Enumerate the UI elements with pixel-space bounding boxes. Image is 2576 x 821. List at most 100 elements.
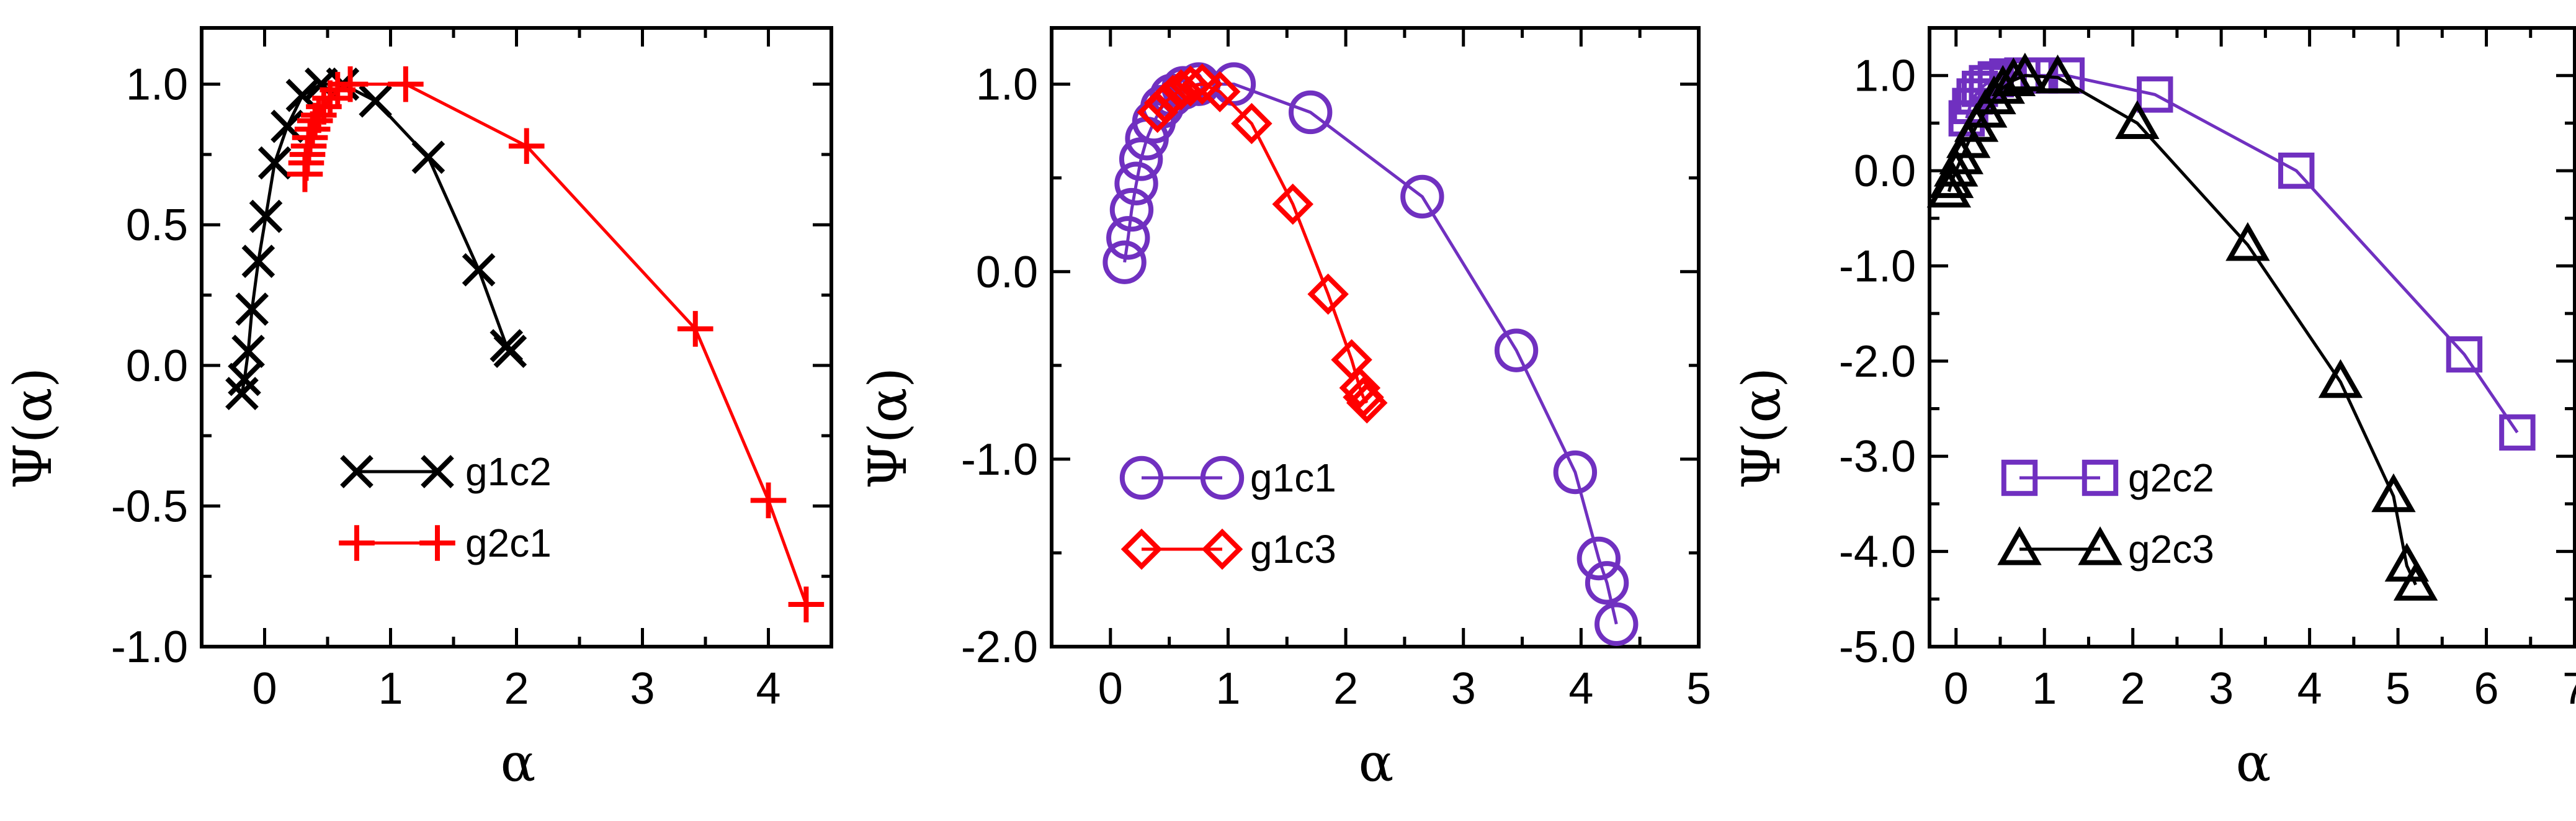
panel-right: α Ψ(α) 0 1 2 3 4 5 6 7 -5.0 -4.0 -3.0 -2.0 -1.0 0.0 1.… — [1731, 26, 2576, 793]
data-point — [1553, 450, 1598, 495]
legend-marker — [1201, 528, 1243, 570]
data-point — [2371, 473, 2416, 513]
y-tick-label: -0.5 — [111, 482, 188, 531]
data-point — [292, 119, 328, 156]
data-point — [493, 334, 527, 368]
legend-marker — [340, 455, 373, 488]
data-point — [2278, 152, 2315, 189]
legend-marker — [421, 455, 454, 488]
x-tick-label: 3 — [1451, 664, 1476, 714]
x-axis-label: α — [501, 732, 536, 793]
legend-label: g1c1 — [1250, 455, 1336, 500]
data-point — [388, 66, 424, 102]
data-point — [462, 253, 496, 287]
y-tick-label: 1.0 — [976, 60, 1038, 110]
legend-label: g2c2 — [2128, 455, 2214, 500]
legend-label: g2c3 — [2128, 527, 2214, 572]
x-tick-label: 5 — [2386, 664, 2410, 714]
y-tick-label: -2.0 — [1839, 337, 1916, 387]
data-point — [1272, 183, 1314, 225]
data-point — [1106, 216, 1150, 260]
y-tick-label: 0.5 — [126, 200, 188, 250]
y-tick-label: -1.0 — [111, 622, 188, 672]
y-tick-label: -4.0 — [1839, 527, 1916, 577]
data-point — [1199, 71, 1241, 112]
data-point — [1576, 536, 1621, 581]
data-point — [1109, 187, 1154, 232]
y-axis-label: Ψ(α) — [2, 367, 63, 489]
data-point — [1594, 602, 1639, 646]
x-axis-label: α — [2236, 732, 2271, 793]
panel-middle: α Ψ(α) 0 1 2 3 4 5 -2.0 -1.0 0.0 1.0 g1c1 g1c3 — [857, 26, 1711, 793]
series-g2c3 — [1926, 52, 2438, 601]
series-g1c1 — [1102, 62, 1639, 646]
series-line — [303, 83, 808, 605]
legend-marker — [1997, 526, 2042, 565]
legend-entry-g2c1: g2c1 — [339, 521, 552, 565]
x-tick-label: 4 — [756, 664, 780, 714]
y-tick-label: -5.0 — [1839, 622, 1916, 672]
legend-marker — [1119, 455, 1164, 500]
data-point — [228, 362, 261, 397]
data-point — [249, 199, 283, 233]
y-tick-label: 0.0 — [1854, 146, 1916, 196]
data-point — [231, 334, 265, 368]
x-tick-label: 3 — [630, 664, 655, 714]
data-point — [2318, 359, 2363, 398]
data-point — [1339, 367, 1381, 409]
data-point — [1212, 62, 1256, 106]
legend-entry-g2c3: g2c3 — [1997, 526, 2214, 572]
series-g1c3 — [1137, 63, 1388, 424]
series-line — [240, 83, 512, 394]
data-point — [2499, 414, 2536, 451]
series-line — [1947, 74, 2417, 586]
x-tick-label: 6 — [2474, 664, 2499, 714]
x-tick-label: 1 — [2032, 664, 2057, 714]
x-tick-label: 0 — [1098, 664, 1123, 714]
data-point — [1991, 57, 2036, 96]
series-line — [1965, 74, 2519, 434]
data-point — [312, 80, 348, 117]
series-g2c2 — [1948, 57, 2536, 451]
legend-marker — [2082, 459, 2119, 496]
y-axis-label: Ψ(α) — [857, 367, 918, 489]
data-point — [2446, 336, 2483, 373]
legend-label: g1c2 — [465, 449, 552, 494]
legend-entry-g1c2: g1c2 — [340, 449, 552, 494]
x-tick-label: 3 — [2209, 664, 2234, 714]
y-tick-label: -3.0 — [1839, 432, 1916, 482]
plot-frame — [1928, 26, 2576, 648]
x-tick-label: 4 — [2297, 664, 2322, 714]
data-point — [1169, 65, 1212, 107]
data-point — [1102, 240, 1147, 284]
plot-frame — [1050, 26, 1701, 648]
y-tick-label: 0.0 — [126, 341, 188, 391]
x-tick-label: 5 — [1686, 664, 1711, 714]
data-point — [2393, 562, 2438, 601]
legend-marker — [419, 525, 455, 561]
x-tick-label: 0 — [1944, 664, 1969, 714]
data-point — [788, 586, 825, 622]
data-point — [411, 140, 445, 174]
x-tick-label: 2 — [2121, 664, 2145, 714]
x-tick-label: 1 — [378, 664, 403, 714]
data-point — [257, 146, 292, 180]
legend-label: g2c1 — [465, 521, 552, 565]
legend-marker — [1120, 528, 1163, 570]
legend-marker — [2001, 459, 2038, 496]
data-point — [2115, 100, 2160, 139]
data-point — [1143, 82, 1186, 124]
y-tick-label: 1.0 — [1854, 52, 1916, 101]
data-point — [2137, 76, 2173, 113]
x-tick-label: 1 — [1215, 664, 1240, 714]
panel-left: α Ψ(α) 0 1 2 3 4 -1.0 -0.5 0.0 0.5 1.0 g1c2 g2c1 — [2, 26, 833, 793]
series-g2c1 — [287, 66, 825, 622]
x-axis-label: α — [1359, 732, 1394, 793]
data-point — [235, 292, 269, 326]
data-point — [1400, 174, 1444, 219]
data-point — [1114, 161, 1158, 205]
data-point — [1307, 273, 1349, 315]
x-tick-label: 4 — [1568, 664, 1593, 714]
y-axis-label: Ψ(α) — [1731, 367, 1792, 489]
